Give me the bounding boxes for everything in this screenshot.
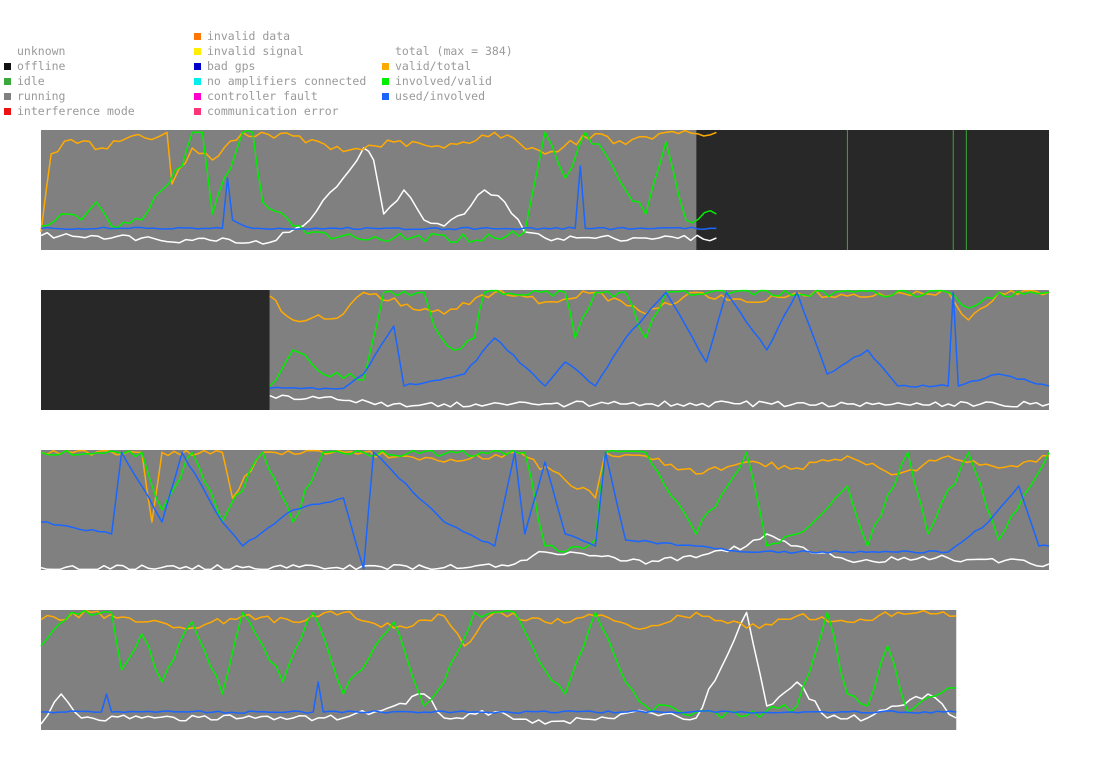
series-used-involved [40, 165, 717, 231]
chart-row-2 [41, 289, 1050, 410]
legend-swatch [382, 93, 389, 100]
legend-label: idle [17, 74, 45, 88]
legend-swatch [382, 63, 389, 70]
series-used-involved [40, 681, 957, 714]
legend-label: controller fault [207, 89, 318, 103]
series-used-involved [269, 291, 1050, 391]
series-total [269, 394, 1050, 408]
legend-swatch [194, 63, 201, 70]
legend-swatch [4, 63, 11, 70]
legend-label: communication error [207, 104, 339, 118]
legend-label: involved/valid [395, 74, 492, 88]
legend-label: unknown [17, 44, 66, 58]
series-involved-valid [40, 609, 957, 719]
legend-swatch [194, 93, 201, 100]
series-involved-valid [40, 449, 1050, 553]
legend-swatch [194, 48, 201, 55]
status-segment-running [41, 450, 1049, 570]
legend-swatch [4, 48, 11, 55]
status-segment-offline [41, 290, 270, 410]
series-valid-total [40, 129, 717, 233]
series-used-involved [41, 451, 1050, 570]
legend-swatch [4, 78, 11, 85]
series-total [40, 533, 1050, 571]
legend-swatch [4, 108, 11, 115]
legend-label: invalid signal [207, 44, 304, 58]
legend-swatch [4, 93, 11, 100]
legend-label: used/involved [395, 89, 486, 103]
legend-swatch [382, 48, 389, 55]
legend-label: total (max = 384) [395, 44, 513, 58]
legend-swatch [382, 78, 389, 85]
legend-swatch [194, 108, 201, 115]
chart-row-4 [40, 609, 957, 730]
legend-swatch [194, 33, 201, 40]
legend-label: invalid data [207, 29, 291, 43]
legend-label: interference mode [17, 104, 135, 118]
chart-row-3 [40, 449, 1050, 571]
legend-label: valid/total [395, 59, 472, 73]
chart-row-1 [40, 129, 1049, 250]
status-segment-running [41, 130, 697, 250]
series-valid-total [40, 449, 1050, 523]
legend-label: offline [17, 59, 66, 73]
legend-label: bad gps [207, 59, 256, 73]
series-involved-valid [40, 129, 717, 243]
legend-swatch [194, 78, 201, 85]
series-valid-total [269, 289, 1050, 323]
legend-label: running [17, 89, 66, 103]
legend-label: no amplifiers connected [207, 74, 367, 88]
status-segment-offline [696, 130, 1049, 250]
series-involved-valid [269, 289, 1050, 387]
status-segment-running [41, 610, 957, 730]
series-total [40, 147, 717, 245]
